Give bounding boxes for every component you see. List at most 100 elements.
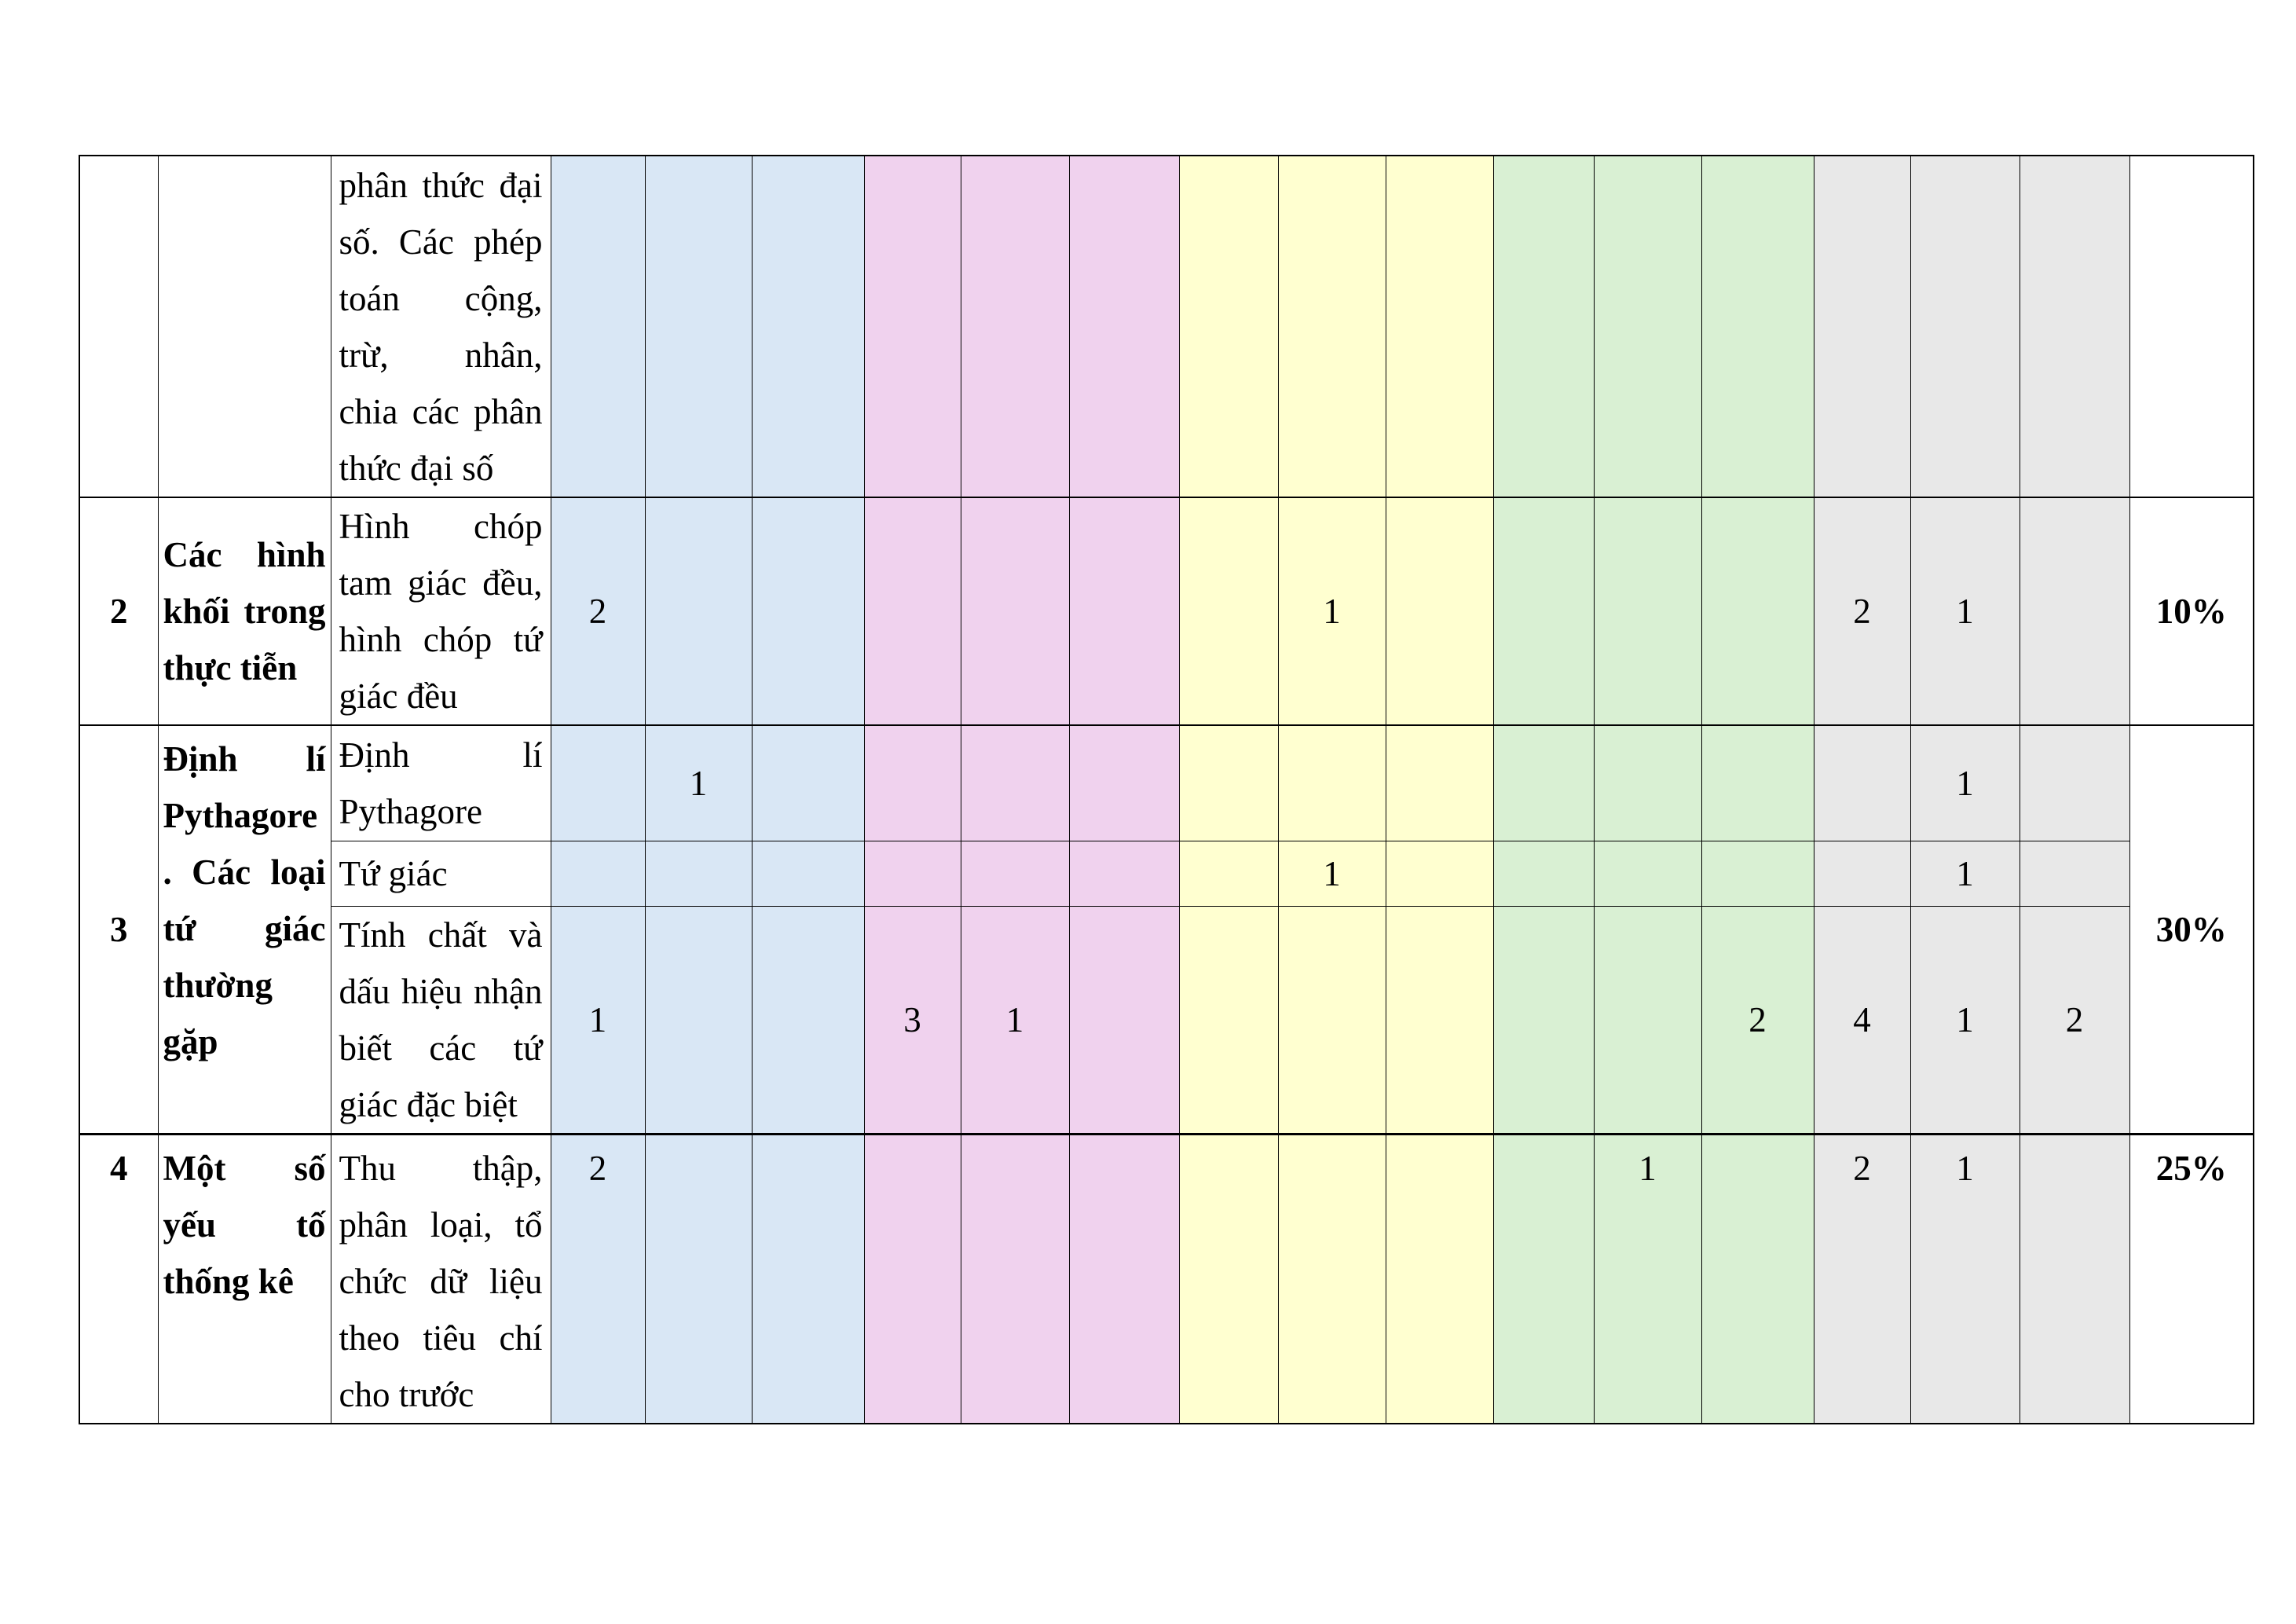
table-row: Tứ giác 1 1	[79, 840, 2254, 907]
cell-r4-gr3	[2019, 1132, 2130, 1424]
cell-r3c-gr3: 2	[2019, 905, 2130, 1135]
cell-r3c-y2	[1277, 905, 1386, 1135]
cell-r3c-gr1: 4	[1813, 905, 1911, 1135]
cell-r3c-p2: 1	[960, 905, 1070, 1135]
cell-r4-p1	[863, 1132, 961, 1424]
table-row: Tính chất và dấu hiệu nhận biết các tứ g…	[79, 905, 2254, 1135]
cell-r1-y1	[1178, 155, 1279, 498]
cell-r4-y1	[1178, 1132, 1279, 1424]
cell-r3b-y1	[1178, 840, 1279, 907]
cell-r3a-g1	[1492, 724, 1595, 841]
cell-r3b-g1	[1492, 840, 1595, 907]
cell-r3-percent: 30%	[2129, 724, 2254, 1135]
cell-r4-y3	[1385, 1132, 1494, 1424]
cell-r2-p2	[960, 497, 1070, 726]
cell-r2-g2	[1593, 497, 1702, 726]
cell-r3b-p1	[863, 840, 961, 907]
cell-r3c-b1: 1	[550, 905, 646, 1135]
cell-r4-y2	[1277, 1132, 1386, 1424]
cell-r3a-g3	[1701, 724, 1814, 841]
cell-r3b-gr3	[2019, 840, 2130, 907]
cell-r4-content: Thu thập, phân loại, tổ chức dữ liệu the…	[330, 1132, 551, 1424]
cell-r1-gr1	[1813, 155, 1911, 498]
cell-r2-percent: 10%	[2129, 497, 2254, 726]
cell-r2-g3	[1701, 497, 1814, 726]
cell-r3a-p2	[960, 724, 1070, 841]
cell-r2-b3	[751, 497, 865, 726]
cell-r1-num	[79, 155, 159, 498]
cell-r2-content: Hình chóp tam giác đều, hình chóp tứ giá…	[330, 497, 551, 726]
cell-r2-topic: Các hình khối trong thực tiễn	[157, 497, 331, 726]
cell-r3c-b3	[751, 905, 865, 1135]
cell-r1-content: phân thức đại số. Các phép toán cộng, tr…	[330, 155, 551, 498]
cell-r1-p2	[960, 155, 1070, 498]
cell-r1-topic	[157, 155, 331, 498]
cell-r4-num: 4	[79, 1132, 159, 1424]
cell-r3a-y3	[1385, 724, 1494, 841]
cell-r1-b1	[550, 155, 646, 498]
cell-r2-p3	[1068, 497, 1180, 726]
cell-r3a-gr2: 1	[1910, 724, 2020, 841]
cell-r2-b2	[644, 497, 753, 726]
cell-r1-b2	[644, 155, 753, 498]
cell-r2-g1	[1492, 497, 1595, 726]
cell-r1-p3	[1068, 155, 1180, 498]
cell-r3c-g2	[1593, 905, 1702, 1135]
cell-r4-gr1: 2	[1813, 1132, 1911, 1424]
cell-r4-b3	[751, 1132, 865, 1424]
cell-r3c-y3	[1385, 905, 1494, 1135]
cell-r3c-content: Tính chất và dấu hiệu nhận biết các tứ g…	[330, 905, 551, 1135]
cell-r3c-g3: 2	[1701, 905, 1814, 1135]
cell-r3c-b2	[644, 905, 753, 1135]
table-row: phân thức đại số. Các phép toán cộng, tr…	[79, 155, 2254, 498]
cell-r3a-y1	[1178, 724, 1279, 841]
cell-r3b-y2: 1	[1277, 840, 1386, 907]
cell-r3c-gr2: 1	[1910, 905, 2020, 1135]
cell-r3b-b1	[550, 840, 646, 907]
cell-r4-g1	[1492, 1132, 1595, 1424]
cell-r3b-p3	[1068, 840, 1180, 907]
cell-r2-num: 2	[79, 497, 159, 726]
cell-r3b-p2	[960, 840, 1070, 907]
cell-r3a-content: Định lí Pythagore	[330, 724, 551, 841]
cell-r3a-g2	[1593, 724, 1702, 841]
cell-r4-p3	[1068, 1132, 1180, 1424]
cell-r3a-gr1	[1813, 724, 1911, 841]
cell-r1-p1	[863, 155, 961, 498]
cell-r1-g3	[1701, 155, 1814, 498]
cell-r1-y3	[1385, 155, 1494, 498]
cell-r4-topic: Một số yếu tố thống kê	[157, 1132, 331, 1424]
cell-r3c-p3	[1068, 905, 1180, 1135]
cell-r1-percent	[2129, 155, 2254, 498]
cell-r3c-y1	[1178, 905, 1279, 1135]
cell-r1-gr3	[2019, 155, 2130, 498]
cell-r2-y3	[1385, 497, 1494, 726]
cell-r1-g2	[1593, 155, 1702, 498]
cell-r3b-gr2: 1	[1910, 840, 2020, 907]
cell-r4-percent: 25%	[2129, 1132, 2254, 1424]
cell-r3b-b2	[644, 840, 753, 907]
cell-r3b-gr1	[1813, 840, 1911, 907]
table-row: 4 Một số yếu tố thống kê Thu thập, phân …	[79, 1132, 2254, 1424]
assessment-matrix-table: phân thức đại số. Các phép toán cộng, tr…	[79, 155, 2254, 1424]
table-row: 3 Định lí Pythagore . Các loại tứ giác t…	[79, 724, 2254, 1135]
cell-r3a-y2	[1277, 724, 1386, 841]
cell-r4-gr2: 1	[1910, 1132, 2020, 1424]
cell-r3a-b2: 1	[644, 724, 753, 841]
cell-r3a-b3	[751, 724, 865, 841]
cell-r3-topic: Định lí Pythagore . Các loại tứ giác thư…	[157, 724, 331, 1135]
cell-r3c-g1	[1492, 905, 1595, 1135]
cell-r4-g2: 1	[1593, 1132, 1702, 1424]
cell-r2-gr2: 1	[1910, 497, 2020, 726]
cell-r4-b1: 2	[550, 1132, 646, 1424]
cell-r1-g1	[1492, 155, 1595, 498]
cell-r1-y2	[1277, 155, 1386, 498]
cell-r4-p2	[960, 1132, 1070, 1424]
cell-r3a-p3	[1068, 724, 1180, 841]
cell-r4-g3	[1701, 1132, 1814, 1424]
cell-r3-num: 3	[79, 724, 159, 1135]
cell-r3b-content: Tứ giác	[330, 840, 551, 907]
cell-r2-gr1: 2	[1813, 497, 1911, 726]
cell-r2-y1	[1178, 497, 1279, 726]
